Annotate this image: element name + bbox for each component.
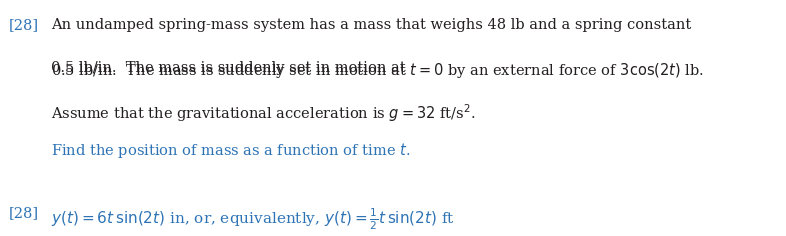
Text: $y(t) = 6t\,\sin(2t)$ in, or, equivalently, $y(t) = \frac{1}{2}t\,\sin(2t)$ ft: $y(t) = 6t\,\sin(2t)$ in, or, equivalent… <box>51 206 455 232</box>
Text: Find the position of mass as a function of time $t$.: Find the position of mass as a function … <box>51 141 411 160</box>
Text: 0.5 lb/in.  The mass is suddenly set in motion at $t = 0$ by an external force o: 0.5 lb/in. The mass is suddenly set in m… <box>51 61 704 80</box>
Text: 0.5 lb/in.  The mass is suddenly set in motion at: 0.5 lb/in. The mass is suddenly set in m… <box>51 61 411 75</box>
Text: An undamped spring-mass system has a mass that weighs 48 lb and a spring constan: An undamped spring-mass system has a mas… <box>51 18 692 32</box>
Text: [28]: [28] <box>9 18 39 32</box>
Text: [28]: [28] <box>9 206 39 220</box>
Text: Assume that the gravitational acceleration is $g = 32$ ft/s$^2$.: Assume that the gravitational accelerati… <box>51 102 476 124</box>
